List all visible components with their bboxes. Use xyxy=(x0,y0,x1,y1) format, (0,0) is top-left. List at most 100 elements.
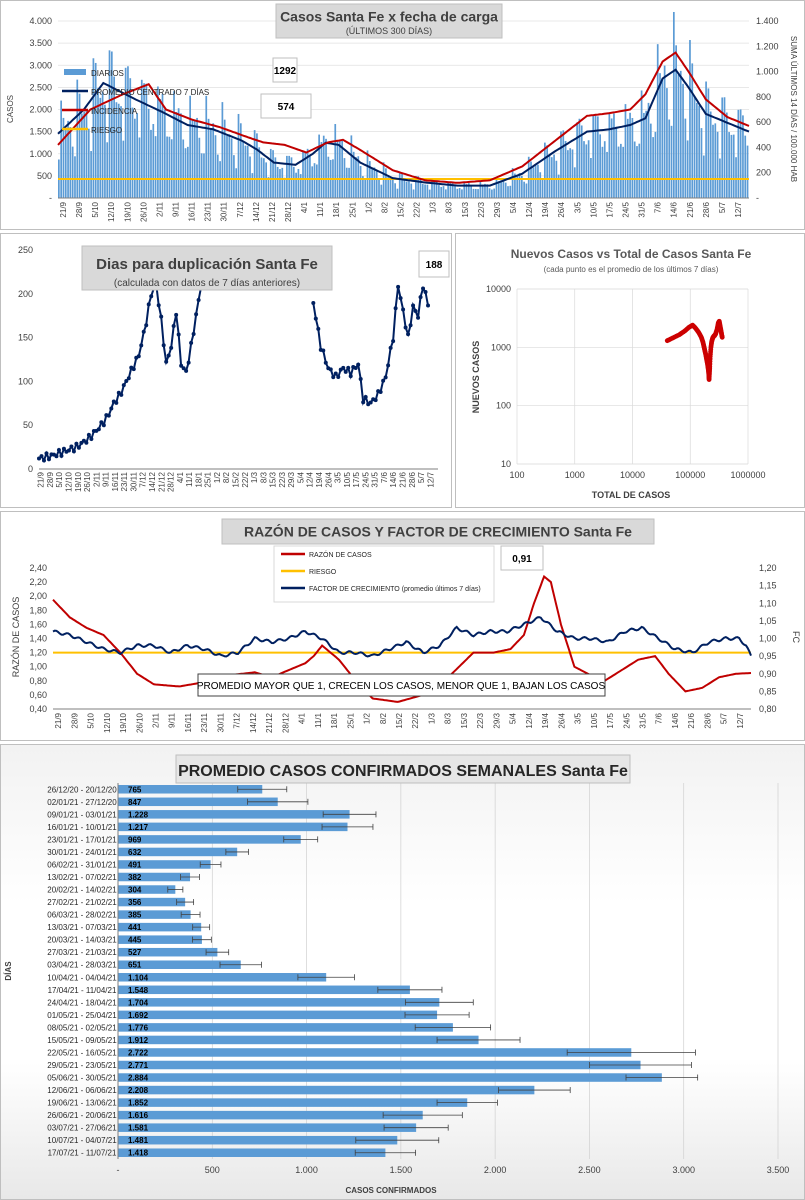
bar-diario xyxy=(357,156,360,198)
x-tick-label: 19/4 xyxy=(541,712,550,728)
bar-diario xyxy=(214,135,217,198)
x-tick-label: 10/5 xyxy=(343,471,352,487)
bar-diario xyxy=(426,184,429,198)
bar-diario xyxy=(626,118,629,198)
panel-nuevos-vs-total: Nuevos Casos vs Total de Casos Santa Fe (… xyxy=(455,233,805,508)
bar-diario xyxy=(504,182,507,198)
y-tick-label: 10 xyxy=(501,459,511,469)
bar-diario xyxy=(474,188,477,198)
y-tick-label: 1,00 xyxy=(29,662,47,672)
x-tick-label: 12/7 xyxy=(736,712,745,728)
bar-diario xyxy=(306,148,309,198)
bar-diario xyxy=(737,109,740,198)
bar-diario xyxy=(249,156,251,198)
category-label: 23/01/21 - 17/01/21 xyxy=(47,835,117,844)
bar-diario xyxy=(520,175,523,198)
data-point xyxy=(59,453,64,458)
bar-diario xyxy=(87,128,90,198)
value-label: 1.217 xyxy=(128,823,149,832)
bar-diario xyxy=(191,119,194,198)
bar-diario xyxy=(322,135,325,198)
x-tick-label: 8/3 xyxy=(445,201,454,213)
data-point xyxy=(378,389,383,394)
bar-diario xyxy=(698,105,701,198)
bar-diario xyxy=(69,127,72,198)
y-tick-label: 1,60 xyxy=(29,619,47,629)
bar-diario xyxy=(166,136,168,198)
y-tick-label: 500 xyxy=(37,171,52,181)
x-tick-label: 500 xyxy=(205,1165,220,1175)
bar-diario xyxy=(362,176,364,198)
x-tick-label: 22/3 xyxy=(477,201,486,217)
bar-diario xyxy=(193,120,196,198)
title-box xyxy=(175,754,631,784)
x-tick-label: 2/11 xyxy=(155,201,164,217)
panel-semanales: - 500 1.000 1.500 2.000 2.500 3.000 3.500 26/12/… xyxy=(0,744,805,1200)
bar-diario xyxy=(226,135,228,198)
data-point xyxy=(393,306,398,311)
bar-diario xyxy=(216,154,219,198)
bar-diario xyxy=(679,70,682,198)
bar-diario xyxy=(435,180,438,198)
bar-semanal xyxy=(118,985,410,995)
data-point xyxy=(131,367,136,372)
x-tick-label: 19/4 xyxy=(541,201,550,217)
note-text: PROMEDIO MAYOR QUE 1, CRECEN LOS CASOS, … xyxy=(197,681,606,692)
bar-diario xyxy=(613,113,615,198)
bar-diario xyxy=(546,145,549,198)
y2-axis-title: SUMA ÚLTIMOS 14 DÍAS / 100.000 HAB xyxy=(789,36,798,182)
bar-diario xyxy=(649,123,652,198)
bar-diario xyxy=(544,142,546,198)
data-point xyxy=(313,316,318,321)
bar-diario xyxy=(203,153,205,198)
bar-diario xyxy=(509,185,512,198)
y2-tick-label: 0,85 xyxy=(759,686,777,696)
bar-semanal xyxy=(118,1023,453,1032)
bar-diario xyxy=(394,183,396,198)
bars-diarios xyxy=(58,11,749,199)
bar-semanal xyxy=(118,973,327,982)
bar-diario xyxy=(682,83,684,198)
bar-diario xyxy=(573,167,576,198)
bar-diario xyxy=(633,141,636,198)
x-tick-label: 28/6 xyxy=(703,712,712,728)
value-label: 445 xyxy=(128,936,142,945)
bar-semanal xyxy=(118,1135,398,1145)
category-label: 19/06/21 - 13/06/21 xyxy=(47,1099,117,1108)
y2-tick-label: 1.000 xyxy=(756,67,779,77)
bar-diario xyxy=(610,118,613,198)
x-tick-label: 22/3 xyxy=(278,471,287,487)
x-tick-label: 1/3 xyxy=(427,712,436,724)
y-tick-label: 1.000 xyxy=(29,149,52,159)
bar-diario xyxy=(286,155,288,198)
data-point xyxy=(418,295,423,300)
x-tick-label: 29/3 xyxy=(493,201,502,217)
data-point xyxy=(114,400,119,405)
x-tick-label: 21/9 xyxy=(54,712,63,728)
data-point xyxy=(159,314,164,319)
data-point xyxy=(341,365,346,370)
bar-semanal xyxy=(118,1123,417,1132)
y2-tick-label: 0,95 xyxy=(759,651,777,661)
bar-diario xyxy=(686,140,689,198)
category-label: 01/05/21 - 25/04/21 xyxy=(47,1011,117,1020)
x-tick-label: 7/12 xyxy=(236,201,245,217)
x-tick-label: 12/7 xyxy=(426,471,435,487)
y-tick-label: 2.500 xyxy=(29,82,52,92)
bar-diario xyxy=(714,123,717,198)
bar-diario xyxy=(274,157,277,198)
x-tick-label: 25/1 xyxy=(204,471,213,487)
x-tick-label: 17/5 xyxy=(605,201,614,217)
x-tick-label: 24/5 xyxy=(622,712,631,728)
data-point xyxy=(323,360,328,365)
y-tick-label: 2,00 xyxy=(29,591,47,601)
value-label: 1.616 xyxy=(128,1111,149,1120)
x-tick-label: 19/10 xyxy=(123,201,132,222)
legend-label: RIESGO xyxy=(309,569,337,576)
bar-diario xyxy=(668,119,671,198)
y-axis-title: CASOS xyxy=(6,95,15,123)
value-label: 1.912 xyxy=(128,1036,149,1045)
bar-diario xyxy=(467,183,470,198)
legend-box xyxy=(273,545,495,603)
bar-diario xyxy=(108,50,111,198)
